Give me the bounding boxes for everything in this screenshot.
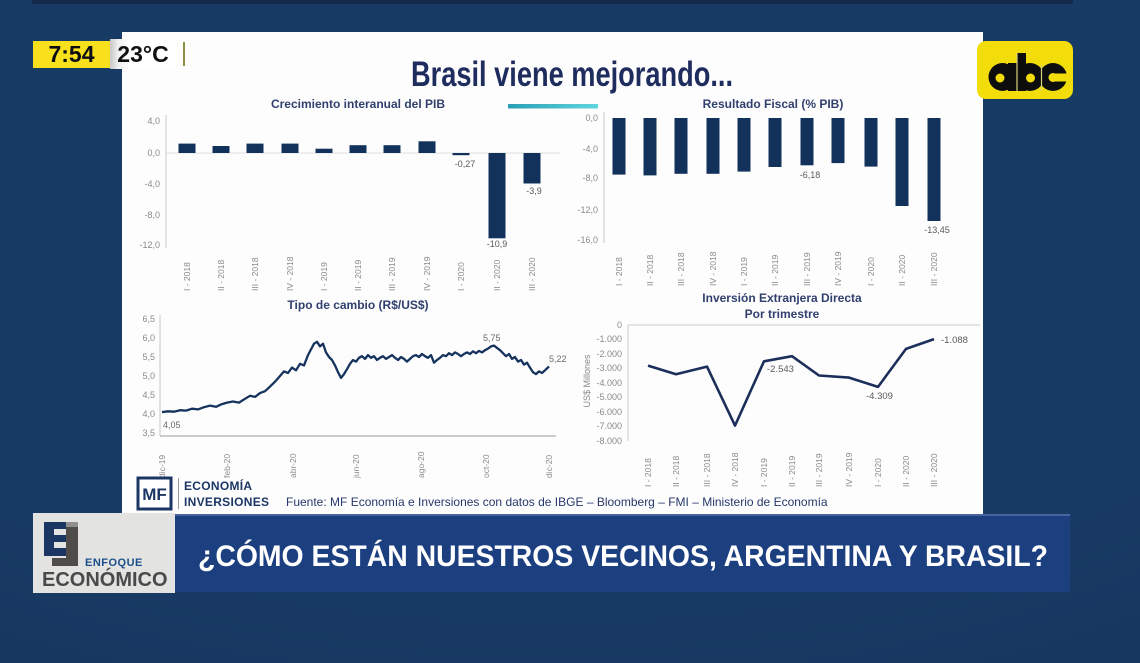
svg-text:4,5: 4,5	[142, 390, 155, 400]
svg-text:-4,0: -4,0	[144, 179, 160, 189]
svg-text:IV - 2018: IV - 2018	[285, 256, 295, 291]
svg-text:III - 2019: III - 2019	[387, 257, 397, 291]
svg-text:-1.088: -1.088	[941, 335, 968, 346]
svg-text:I - 2018: I - 2018	[614, 257, 624, 286]
svg-text:dic-19: dic-19	[157, 455, 167, 478]
svg-text:-8,0: -8,0	[582, 173, 598, 183]
svg-text:-4,0: -4,0	[582, 144, 598, 154]
svg-text:-8.000: -8.000	[596, 436, 622, 446]
svg-text:5,22: 5,22	[549, 354, 567, 364]
svg-text:IV - 2019: IV - 2019	[833, 251, 843, 286]
svg-text:-1.000: -1.000	[596, 334, 622, 344]
svg-text:0,0: 0,0	[585, 113, 598, 123]
svg-text:-6.000: -6.000	[596, 407, 622, 417]
svg-text:feb-20: feb-20	[222, 454, 232, 478]
svg-text:-10,9: -10,9	[487, 239, 508, 249]
svg-text:-12,0: -12,0	[577, 205, 598, 215]
svg-text:II - 2018: II - 2018	[671, 456, 681, 487]
svg-text:II - 2019: II - 2019	[770, 255, 780, 286]
svg-text:-2.543: -2.543	[767, 364, 794, 375]
svg-text:II - 2018: II - 2018	[216, 260, 226, 291]
svg-text:II - 2020: II - 2020	[901, 456, 911, 487]
svg-text:5,75: 5,75	[483, 333, 501, 343]
svg-text:III - 2019: III - 2019	[802, 252, 812, 286]
svg-text:-5.000: -5.000	[596, 392, 622, 402]
svg-text:III - 2018: III - 2018	[676, 252, 686, 286]
svg-text:III - 2020: III - 2020	[527, 257, 537, 291]
svg-text:5,0: 5,0	[142, 371, 155, 381]
svg-text:INVERSIONES: INVERSIONES	[184, 495, 269, 509]
svg-text:-0,27: -0,27	[455, 159, 476, 169]
svg-text:II - 2018: II - 2018	[645, 255, 655, 286]
svg-text:¿CÓMO ESTÁN NUESTROS VECINOS,: ¿CÓMO ESTÁN NUESTROS VECINOS, ARGENTINA …	[198, 539, 1048, 573]
svg-text:-4.000: -4.000	[596, 378, 622, 388]
svg-text:US$ Millones: US$ Millones	[582, 354, 592, 408]
svg-text:-4.309: -4.309	[866, 391, 893, 402]
svg-text:-12,0: -12,0	[139, 240, 160, 250]
svg-text:-6,18: -6,18	[800, 170, 821, 180]
svg-text:Inversión Extranjera Directa: Inversión Extranjera Directa	[702, 291, 862, 305]
svg-text:I - 2019: I - 2019	[739, 257, 749, 286]
svg-text:Brasil viene mejorando...: Brasil viene mejorando...	[411, 55, 733, 94]
svg-text:dic-20: dic-20	[544, 455, 554, 478]
svg-text:MF: MF	[142, 485, 167, 504]
svg-text:I - 2019: I - 2019	[759, 458, 769, 487]
svg-text:4,0: 4,0	[147, 116, 160, 126]
svg-text:II - 2019: II - 2019	[787, 456, 797, 487]
svg-text:III - 2018: III - 2018	[250, 257, 260, 291]
svg-text:6,0: 6,0	[142, 333, 155, 343]
svg-text:4,0: 4,0	[142, 409, 155, 419]
svg-text:III - 2020: III - 2020	[929, 252, 939, 286]
svg-text:oct-20: oct-20	[481, 454, 491, 478]
svg-text:-16,0: -16,0	[577, 235, 598, 245]
svg-text:-3,9: -3,9	[526, 186, 542, 196]
svg-text:-2.000: -2.000	[596, 349, 622, 359]
svg-text:I - 2020: I - 2020	[456, 262, 466, 291]
svg-text:III - 2018: III - 2018	[702, 453, 712, 487]
svg-text:Resultado Fiscal (% PIB): Resultado Fiscal (% PIB)	[703, 97, 844, 111]
svg-text:III - 2020: III - 2020	[929, 453, 939, 487]
svg-text:II - 2020: II - 2020	[492, 260, 502, 291]
svg-text:ago-20: ago-20	[416, 451, 426, 478]
svg-text:I - 2019: I - 2019	[319, 262, 329, 291]
svg-text:Fuente: MF Economía e Inversio: Fuente: MF Economía e Inversiones con da…	[286, 495, 828, 509]
svg-text:II - 2019: II - 2019	[353, 260, 363, 291]
svg-text:Tipo de cambio (R$/US$): Tipo de cambio (R$/US$)	[287, 298, 428, 312]
svg-text:-7.000: -7.000	[596, 421, 622, 431]
svg-text:4,05: 4,05	[163, 420, 181, 430]
svg-text:-13,45: -13,45	[924, 225, 950, 235]
svg-text:I - 2020: I - 2020	[873, 458, 883, 487]
svg-text:abr-20: abr-20	[288, 453, 298, 478]
svg-text:I - 2018: I - 2018	[182, 262, 192, 291]
svg-text:Crecimiento interanual del PIB: Crecimiento interanual del PIB	[271, 97, 445, 111]
svg-text:IV - 2019: IV - 2019	[422, 256, 432, 291]
svg-text:IV - 2018: IV - 2018	[730, 452, 740, 487]
svg-text:jun-20: jun-20	[351, 454, 361, 479]
svg-text:5,5: 5,5	[142, 352, 155, 362]
svg-text:I - 2018: I - 2018	[643, 458, 653, 487]
svg-text:-3.000: -3.000	[596, 363, 622, 373]
svg-text:III - 2019: III - 2019	[814, 453, 824, 487]
svg-text:ECONOMÍA: ECONOMÍA	[184, 478, 252, 493]
svg-text:IV - 2018: IV - 2018	[708, 251, 718, 286]
svg-text:0,0: 0,0	[147, 148, 160, 158]
svg-text:0: 0	[617, 320, 622, 330]
svg-text:Por trimestre: Por trimestre	[745, 307, 820, 321]
svg-text:II - 2020: II - 2020	[897, 255, 907, 286]
svg-text:6,5: 6,5	[142, 314, 155, 324]
svg-text:3,5: 3,5	[142, 428, 155, 438]
svg-text:-8,0: -8,0	[144, 210, 160, 220]
svg-text:I - 2020: I - 2020	[866, 257, 876, 286]
svg-text:IV - 2019: IV - 2019	[844, 452, 854, 487]
